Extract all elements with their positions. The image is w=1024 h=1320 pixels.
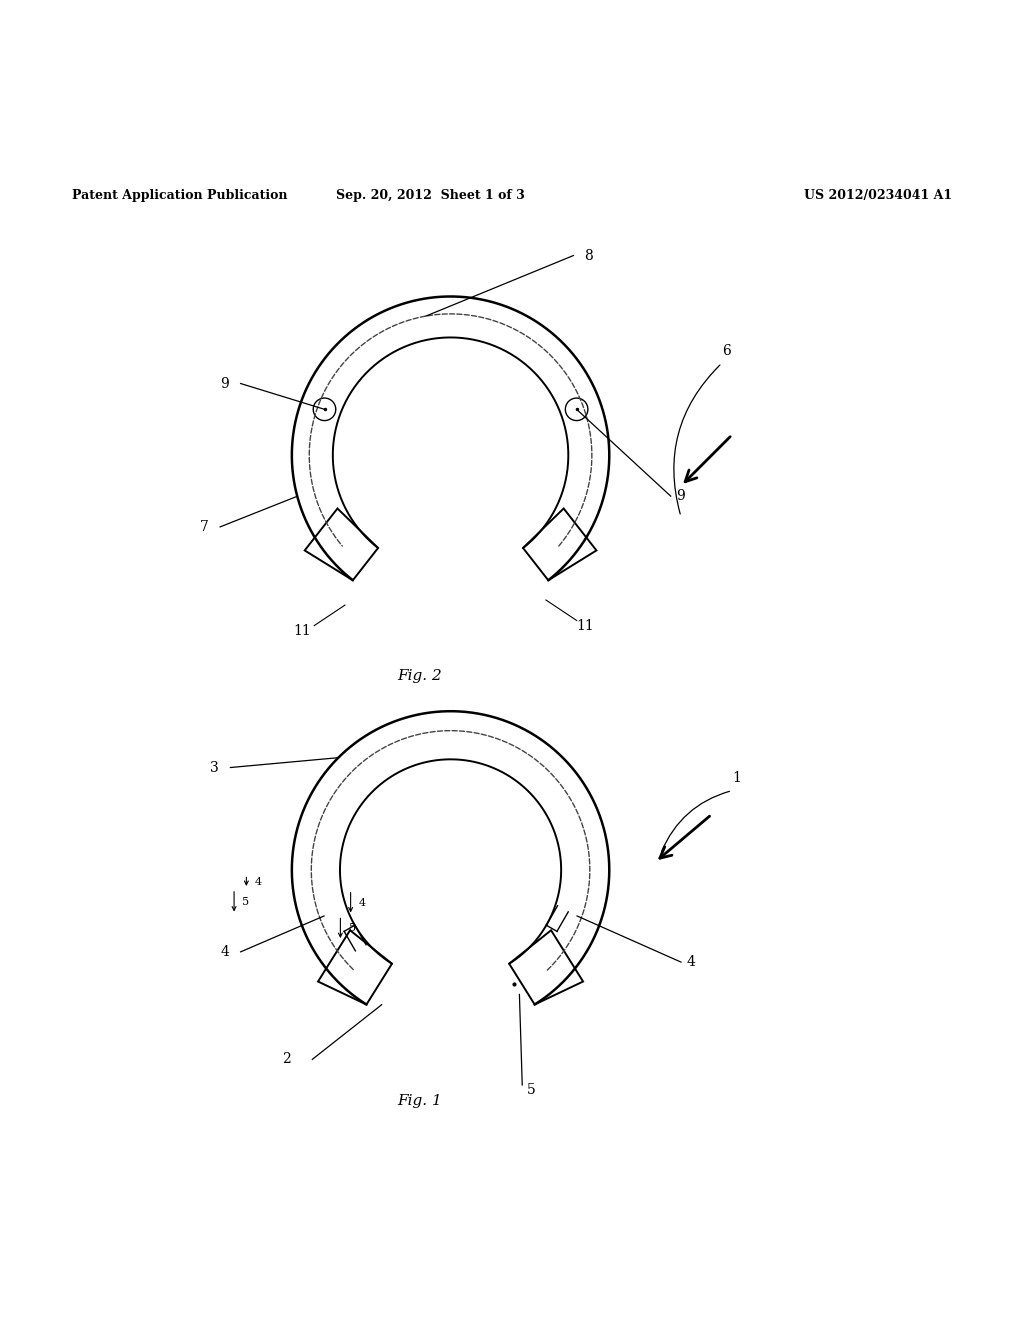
Text: 4: 4 — [255, 876, 262, 887]
Polygon shape — [509, 931, 583, 1005]
Text: 1: 1 — [732, 771, 741, 785]
Text: 4: 4 — [358, 898, 366, 908]
Polygon shape — [318, 931, 392, 1005]
Text: 6: 6 — [722, 345, 731, 358]
Text: 4: 4 — [686, 956, 695, 969]
Text: Patent Application Publication: Patent Application Publication — [72, 189, 287, 202]
Text: 3: 3 — [210, 760, 219, 775]
Text: 9: 9 — [220, 376, 229, 391]
Text: 4: 4 — [220, 945, 229, 958]
Text: Fig. 2: Fig. 2 — [397, 669, 442, 684]
Text: Sep. 20, 2012  Sheet 1 of 3: Sep. 20, 2012 Sheet 1 of 3 — [336, 189, 524, 202]
Text: US 2012/0234041 A1: US 2012/0234041 A1 — [804, 189, 952, 202]
Text: 9: 9 — [676, 490, 685, 503]
Text: 11: 11 — [577, 619, 594, 632]
Text: 5: 5 — [243, 896, 250, 907]
Polygon shape — [305, 508, 378, 581]
Text: 11: 11 — [294, 623, 311, 638]
Text: 5: 5 — [527, 1084, 537, 1097]
Text: 7: 7 — [200, 520, 209, 533]
Text: 2: 2 — [282, 1052, 291, 1067]
Polygon shape — [523, 508, 596, 581]
Text: 5: 5 — [348, 923, 355, 933]
Text: 8: 8 — [584, 248, 593, 263]
Text: Fig. 1: Fig. 1 — [397, 1094, 442, 1109]
